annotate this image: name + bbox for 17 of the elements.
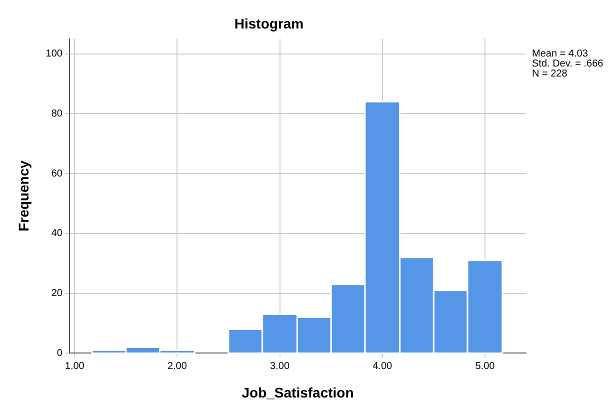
- text: Std. Dev. = .666: [532, 58, 604, 70]
- y-tick-label: 80: [51, 108, 63, 120]
- y-tick-label: 0: [56, 348, 63, 359]
- x-tick-label: 1.00: [64, 360, 85, 372]
- x-tick-label: 2.00: [167, 360, 188, 372]
- text: N = 228: [532, 68, 568, 80]
- y-tick-label: 20: [51, 288, 63, 300]
- x-tick-label: 4.00: [372, 360, 393, 372]
- chart-title: Histogram: [234, 15, 304, 32]
- y-axis-title: Frequency: [15, 160, 32, 232]
- y-tick-label: 100: [46, 48, 63, 60]
- x-tick-label: 5.00: [475, 360, 496, 372]
- x-axis-title: Job_Satisfaction: [242, 384, 354, 400]
- y-tick-label: 60: [51, 168, 63, 180]
- text: Mean = 4.03: [532, 48, 588, 60]
- y-tick-label: 40: [51, 228, 63, 240]
- x-tick-label: 3.00: [270, 360, 290, 372]
